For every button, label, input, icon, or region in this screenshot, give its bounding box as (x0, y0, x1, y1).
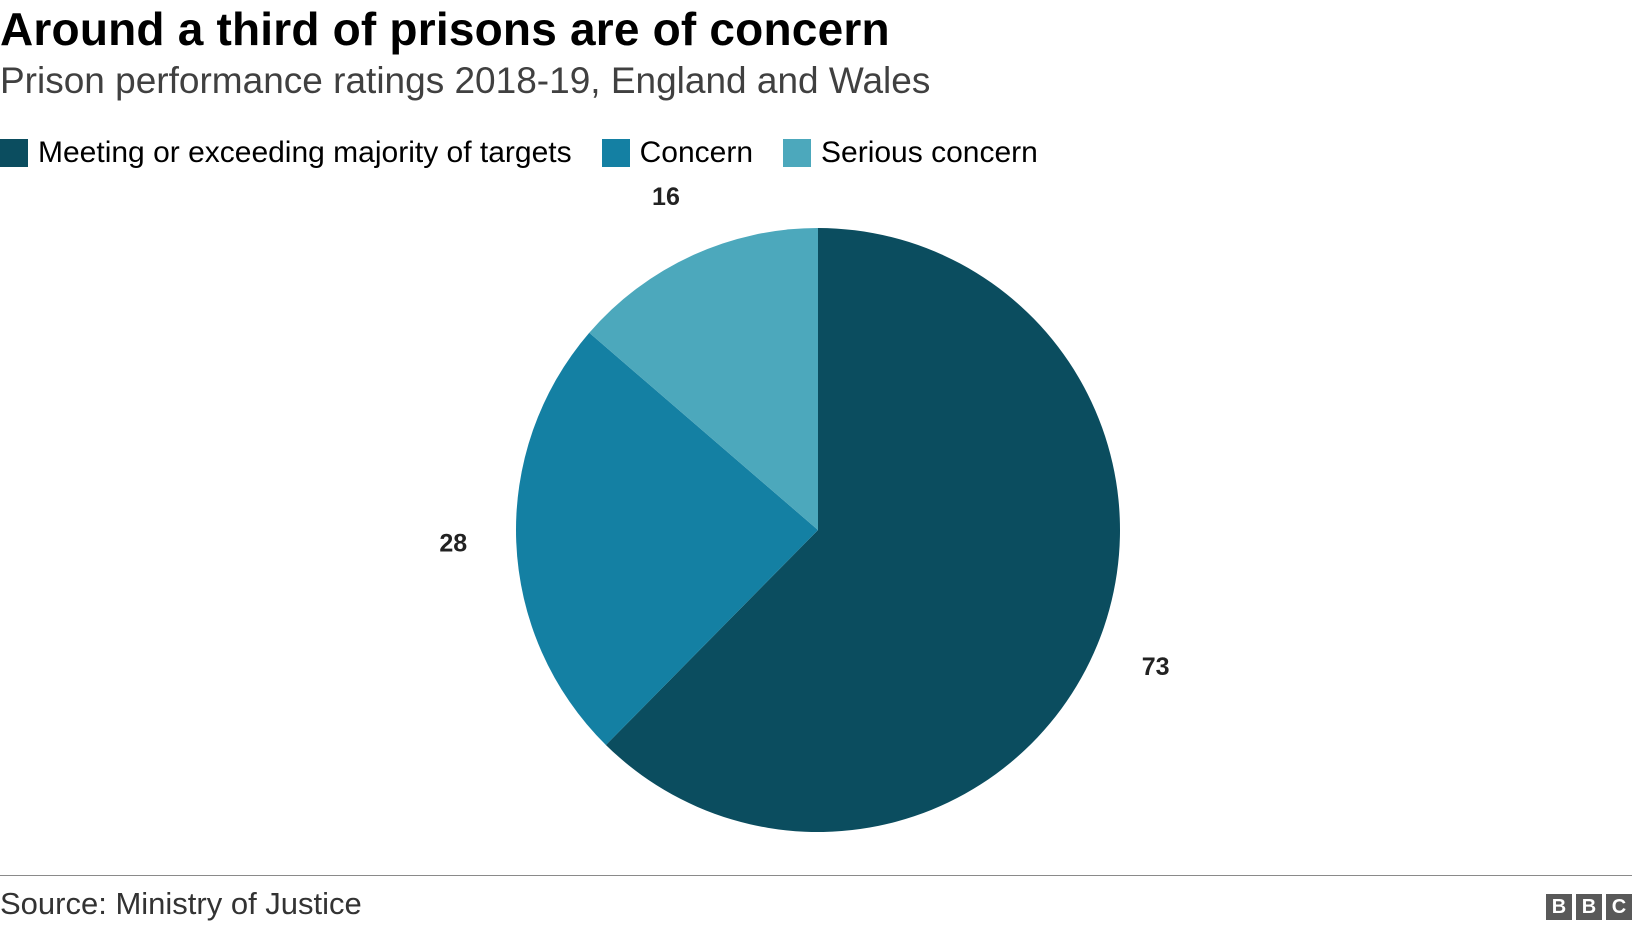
bbc-logo-letter-c: C (1606, 894, 1632, 920)
legend-label-serious-concern: Serious concern (821, 136, 1038, 169)
data-label-serious-concern: 16 (652, 183, 680, 211)
legend: Meeting or exceeding majority of targets… (0, 136, 1068, 170)
bbc-logo-letter-b2: B (1576, 894, 1602, 920)
data-label-meeting: 73 (1142, 653, 1170, 681)
legend-item-meeting: Meeting or exceeding majority of targets (0, 136, 572, 170)
legend-label-concern: Concern (639, 136, 754, 169)
legend-item-concern: Concern (601, 136, 754, 170)
legend-swatch-meeting (0, 139, 28, 167)
bbc-logo-letter-b1: B (1546, 894, 1572, 920)
legend-label-meeting: Meeting or exceeding majority of targets (38, 136, 572, 169)
pie-chart: 73 28 16 (439, 183, 1170, 833)
legend-item-serious-concern: Serious concern (783, 136, 1038, 170)
footer-divider (0, 875, 1632, 876)
source-note: Source: Ministry of Justice (0, 886, 362, 921)
legend-swatch-concern (601, 139, 630, 167)
chart-title: Around a third of prisons are of concern (0, 3, 890, 55)
pie-slice-meeting (605, 228, 1120, 833)
data-label-concern: 28 (439, 529, 467, 557)
pie-slice-concern (515, 332, 818, 745)
bbc-logo: B B C (1542, 894, 1632, 920)
pie-slice-serious-concern (589, 228, 818, 530)
legend-swatch-serious-concern (783, 139, 812, 167)
chart-subtitle: Prison performance ratings 2018-19, Engl… (0, 60, 931, 101)
